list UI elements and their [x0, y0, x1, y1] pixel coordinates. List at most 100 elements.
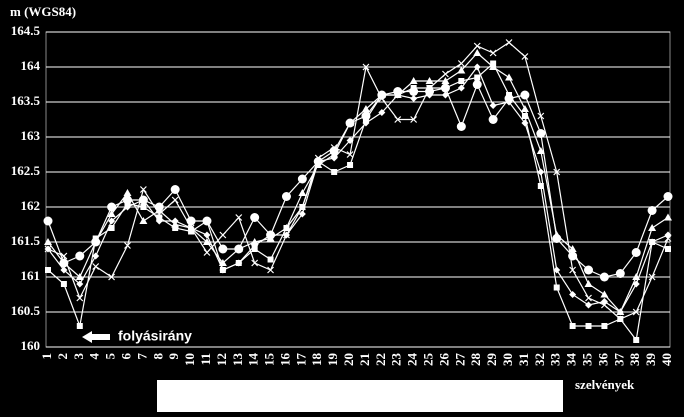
- marker: [76, 280, 84, 288]
- x-tick-label: 40: [659, 353, 674, 366]
- marker: [600, 290, 609, 298]
- marker: [537, 183, 544, 189]
- marker: [43, 216, 53, 226]
- marker: [76, 294, 84, 302]
- x-tick-label: 8: [150, 353, 165, 360]
- flow-arrow: [82, 331, 110, 343]
- y-tick-label: 160: [21, 338, 41, 353]
- annotation: folyásirány: [118, 328, 192, 344]
- marker: [123, 189, 132, 196]
- marker: [235, 259, 243, 267]
- y-tick-label: 162.5: [11, 163, 41, 178]
- marker: [489, 63, 498, 70]
- marker: [552, 231, 561, 238]
- marker: [155, 210, 163, 218]
- x-tick-label: 3: [71, 353, 86, 360]
- y-tick-label: 164.5: [11, 23, 41, 38]
- marker: [91, 238, 100, 245]
- y-tick-label: 161: [21, 268, 41, 283]
- marker: [410, 95, 418, 102]
- x-tick-label: 16: [277, 353, 292, 367]
- marker: [123, 203, 131, 211]
- marker: [44, 238, 52, 245]
- x-tick-label: 26: [436, 353, 451, 367]
- marker: [521, 53, 529, 60]
- x-tick-label: 30: [500, 353, 515, 366]
- marker: [441, 77, 450, 84]
- marker: [537, 168, 545, 176]
- x-tick-label: 11: [198, 353, 213, 365]
- marker: [282, 224, 291, 231]
- y-tick-label: 160.5: [11, 303, 41, 318]
- marker: [139, 196, 147, 204]
- marker: [568, 245, 577, 252]
- marker: [235, 214, 243, 221]
- marker: [631, 248, 641, 257]
- marker: [108, 273, 116, 281]
- marker: [347, 162, 354, 168]
- marker: [60, 266, 68, 274]
- x-tick-label: 31: [516, 353, 531, 366]
- marker: [664, 235, 672, 242]
- x-tick-label: 23: [389, 353, 404, 367]
- marker: [140, 204, 147, 210]
- series: [44, 39, 672, 323]
- marker: [599, 272, 609, 282]
- x-tick-label: 4: [87, 353, 102, 360]
- marker: [521, 119, 529, 127]
- marker: [601, 323, 608, 329]
- marker: [553, 168, 561, 176]
- marker: [585, 301, 593, 309]
- x-tick-label: 36: [595, 353, 610, 367]
- marker: [553, 266, 561, 274]
- marker: [648, 273, 656, 281]
- marker: [457, 84, 465, 92]
- marker: [361, 105, 370, 112]
- marker: [60, 252, 68, 260]
- marker: [473, 63, 481, 71]
- marker: [410, 116, 418, 123]
- marker: [298, 189, 307, 196]
- marker: [426, 84, 433, 92]
- marker: [203, 231, 211, 239]
- x-tick-label: 33: [548, 353, 563, 367]
- series-line: [47, 52, 669, 314]
- marker: [488, 115, 498, 124]
- marker: [473, 49, 482, 56]
- marker: [75, 273, 84, 280]
- marker: [267, 231, 275, 239]
- marker: [394, 91, 402, 99]
- marker: [489, 49, 497, 57]
- x-tick-label: 18: [309, 353, 324, 367]
- x-tick-label: 34: [564, 353, 579, 367]
- x-tick-label: 5: [103, 353, 118, 360]
- series-line: [47, 41, 669, 320]
- x-tick-label: 35: [579, 353, 594, 367]
- marker: [442, 70, 449, 78]
- marker: [346, 151, 354, 158]
- marker: [108, 225, 115, 231]
- x-tick-label: 1: [39, 353, 54, 360]
- x-tick-label: 13: [230, 353, 245, 367]
- marker: [456, 122, 466, 131]
- marker: [410, 85, 417, 91]
- marker: [506, 92, 513, 98]
- marker: [426, 91, 434, 99]
- marker: [457, 66, 466, 74]
- x-tick-label: 29: [484, 353, 499, 367]
- marker: [472, 80, 482, 89]
- marker: [331, 169, 338, 175]
- x-tick-label: 19: [325, 353, 340, 367]
- x-tick-label: 20: [341, 353, 356, 366]
- x-tick-label: 10: [182, 353, 197, 366]
- marker: [585, 323, 592, 329]
- marker: [171, 217, 179, 225]
- marker: [250, 238, 259, 245]
- x-tick-label: 7: [134, 353, 149, 360]
- marker: [251, 242, 259, 249]
- marker: [489, 102, 497, 109]
- marker: [505, 73, 514, 81]
- marker: [107, 202, 117, 212]
- marker: [441, 91, 449, 99]
